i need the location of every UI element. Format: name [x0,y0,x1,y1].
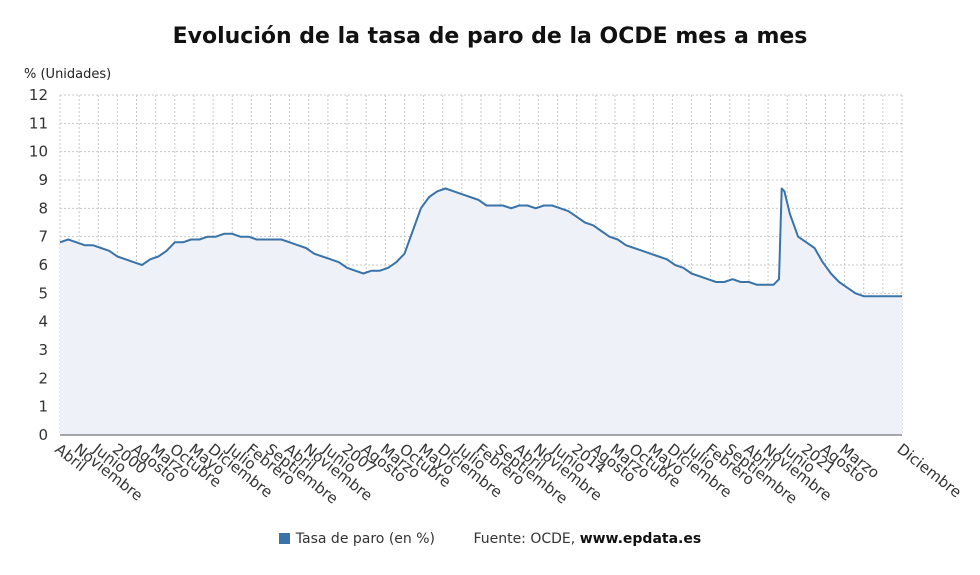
legend-series-label: Tasa de paro (en %) [295,531,435,547]
y-tick-label: 0 [38,426,48,444]
source-prefix: Fuente: OCDE, [473,531,580,547]
legend-item: Tasa de paro (en %) [278,531,440,547]
y-tick-label: 1 [38,398,48,416]
y-tick-label: 12 [29,86,48,104]
series-line [59,187,902,298]
y-tick-label: 8 [38,199,48,217]
legend-swatch [278,533,290,544]
y-tick-label: 10 [29,143,48,161]
x-tick-label: Diciembre [894,440,965,501]
y-tick-label: 11 [29,114,48,132]
x-axis: AbrilNoviembreJunio2000AgostoMarzoOctubr… [52,439,965,507]
chart-title: Evolución de la tasa de paro de la OCDE … [172,24,808,49]
legend: Tasa de paro (en %) Fuente: OCDE, www.ep… [0,531,980,547]
source-note: Fuente: OCDE, www.epdata.es [473,531,701,547]
source-site: www.epdata.es [579,531,702,547]
y-tick-label: 7 [38,228,48,246]
y-tick-label: 9 [38,171,48,189]
series-area [60,188,902,435]
y-axis-label: % (Unidades) [24,67,112,82]
y-tick-label: 6 [38,256,48,274]
y-tick-label: 4 [38,313,48,331]
y-tick-label: 3 [38,341,48,359]
y-tick-label: 2 [38,369,48,387]
y-tick-label: 5 [38,284,48,302]
